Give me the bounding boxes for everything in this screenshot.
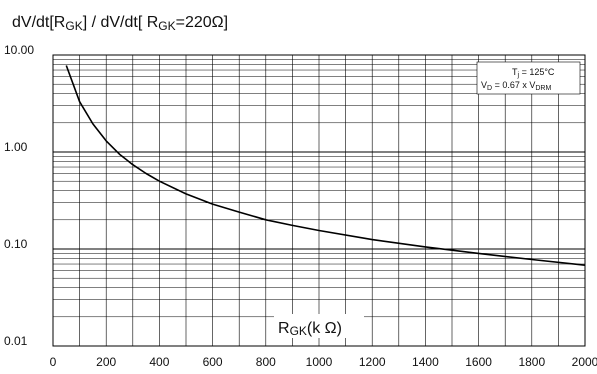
chart-title-mid: ] / dV/dt[ R [83,14,159,31]
legend-tj-value: = 125°C [519,67,555,77]
x-axis-label-sub: GK [290,324,307,338]
y-tick-label: 0.10 [4,237,28,251]
x-tick-label: 0 [50,355,57,369]
x-axis-label-text: RGK(k Ω) [278,320,342,338]
y-tick-label: 1.00 [4,140,28,154]
x-tick-label: 1800 [518,355,545,369]
x-tick-label: 1400 [412,355,439,369]
legend-vd-value: = 0.67 x V [492,80,535,90]
legend-line-2: VD = 0.67 x VDRM [481,80,551,92]
x-tick-label: 400 [149,355,169,369]
legend-vdrm-sub: DRM [535,85,551,92]
chart-title-main: dV/dt[R [12,14,65,31]
chart-title: dV/dt[RGK] / dV/dt[ RGK=220Ω] [12,14,228,33]
y-tick-label: 10.00 [4,43,34,57]
x-axis-label-main: R [278,320,290,337]
series-layer [65,65,586,266]
x-tick-label: 1200 [359,355,386,369]
plot-frame [52,54,586,347]
x-tick-label: 800 [256,355,276,369]
y-tick-label: 0.01 [4,334,28,348]
x-tick-label: 1600 [465,355,492,369]
tick-labels: 0 200 400 600 800 1000 1200 1400 1600 1800 2000 0.0… [4,43,597,369]
x-axis-label: RGK(k Ω) [274,314,364,338]
legend-vd-sub: D [487,85,492,92]
x-tick-label: 200 [96,355,116,369]
series-line [65,65,586,266]
x-tick-label: 1000 [306,355,333,369]
legend-tj: T [512,67,518,77]
x-tick-label: 600 [203,355,223,369]
chart-title-sub1: GK [65,19,82,33]
legend-vd: V [481,80,487,90]
x-axis-label-background [274,314,364,338]
chart-title-tail: =220Ω] [176,14,228,31]
legend-tj-sub: j [517,72,520,79]
x-axis-label-unit: (k Ω) [307,320,342,337]
chart-title-sub2: GK [158,19,175,33]
legend-box: Tj = 125°C VD = 0.67 x VDRM [476,61,581,95]
legend-line-1: Tj = 125°C [512,67,555,79]
legend-background [476,61,581,95]
grid [53,55,585,346]
x-tick-label: 2000 [572,355,597,369]
